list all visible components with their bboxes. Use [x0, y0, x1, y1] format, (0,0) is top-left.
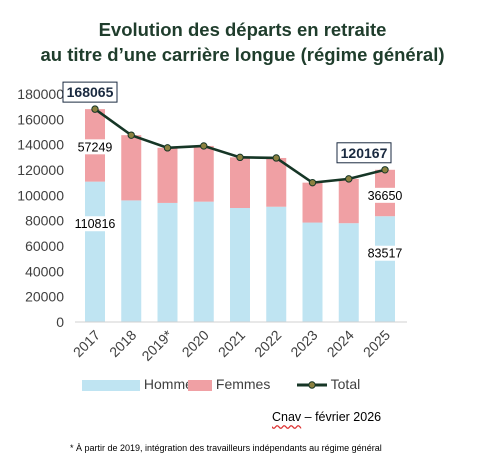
- legend-swatch-total: [297, 381, 327, 389]
- x-tick-label: 2021: [215, 327, 248, 360]
- x-tick-label: 2023: [287, 327, 320, 360]
- bar-femmes: [157, 147, 178, 203]
- bar-hommes: [157, 202, 178, 322]
- y-axis: 0 20000 40000 60000 80000 100000 120000 140000 1…: [17, 86, 64, 330]
- y-tick-label: 0: [56, 314, 64, 330]
- hommes-label-box: [72, 216, 118, 232]
- total-point: [381, 166, 389, 174]
- chart-title-line2: au titre d’une carrière longue (régime g…: [40, 44, 445, 65]
- bar-hommes: [302, 222, 323, 322]
- bars: [85, 109, 395, 322]
- footnote: * À partir de 2019, intégration des trav…: [70, 443, 382, 453]
- y-tick-label: 180000: [17, 86, 64, 102]
- bar-hommes: [121, 200, 142, 322]
- bar-hommes: [193, 201, 214, 322]
- bar-femmes: [266, 157, 287, 207]
- legend-swatch-hommes: [82, 379, 140, 391]
- bar-hommes: [338, 223, 359, 322]
- total-point: [200, 142, 208, 150]
- x-tick-label: 2024: [324, 327, 357, 360]
- total-point: [127, 131, 135, 139]
- femmes-label-box: [364, 187, 406, 203]
- y-tick-label: 80000: [25, 213, 64, 229]
- bar-hommes: [266, 206, 287, 322]
- legend-swatch-femmes: [188, 379, 212, 391]
- legend-item-femmes: Femmes: [188, 376, 270, 392]
- total-point: [345, 175, 353, 183]
- legend-item-hommes: Hommes: [82, 376, 200, 392]
- data-labels: 110816 57249 168065 83517 36650 120167: [62, 81, 408, 261]
- bar-hommes: [230, 208, 250, 322]
- y-tick-label: 120000: [17, 162, 64, 178]
- bar-hommes: [375, 216, 395, 322]
- source-note: Cnav – février 2026: [272, 410, 381, 424]
- y-tick-label: 20000: [25, 289, 64, 305]
- total-data-label: 120167: [341, 145, 388, 161]
- total-point: [236, 153, 244, 162]
- total-point: [272, 154, 280, 162]
- source-brand: Cnav: [272, 410, 302, 424]
- legend-label-total: Total: [330, 376, 361, 392]
- legend-label-femmes: Femmes: [215, 376, 271, 392]
- total-point: [163, 144, 172, 152]
- legend-label-hommes: Hommes: [143, 376, 200, 392]
- total-label-box: [336, 142, 392, 164]
- hommes-label-box: [362, 245, 408, 261]
- bar-femmes: [230, 157, 250, 208]
- legend-item-total: Total: [297, 376, 360, 392]
- x-tick-label: 2019*: [138, 326, 176, 364]
- hommes-data-label: 83517: [368, 247, 403, 261]
- total-label-box: [62, 81, 118, 103]
- x-tick-label: 2017: [70, 327, 103, 360]
- chart-title-line1: Evolution des départs en retraite: [98, 19, 387, 40]
- total-point: [308, 178, 317, 187]
- femmes-data-label: 36650: [368, 189, 403, 203]
- hommes-data-label: 110816: [75, 217, 116, 231]
- x-tick-label: 2018: [106, 327, 139, 360]
- femmes-label-box: [74, 139, 116, 155]
- x-tick-label: 2020: [179, 327, 212, 360]
- total-data-label: 168065: [67, 84, 114, 100]
- y-tick-label: 40000: [25, 263, 64, 279]
- bar-hommes: [85, 181, 105, 322]
- y-tick-label: 60000: [25, 238, 64, 254]
- source-date: – février 2026: [301, 410, 382, 424]
- bar-femmes: [338, 178, 359, 224]
- total-point: [91, 105, 99, 113]
- total-line: [91, 105, 389, 187]
- y-tick-label: 140000: [17, 137, 64, 153]
- y-tick-label: 100000: [17, 187, 64, 203]
- x-tick-label: 2022: [251, 327, 284, 360]
- y-tick-label: 160000: [17, 111, 64, 127]
- x-tick-label: 2025: [360, 327, 393, 360]
- femmes-data-label: 57249: [78, 140, 113, 154]
- bar-femmes: [193, 145, 214, 202]
- bar-femmes: [302, 182, 323, 223]
- bar-femmes: [121, 135, 142, 201]
- x-axis: 2017 2018 2019* 2020 2021 2022 2023 2024 2025: [70, 321, 407, 364]
